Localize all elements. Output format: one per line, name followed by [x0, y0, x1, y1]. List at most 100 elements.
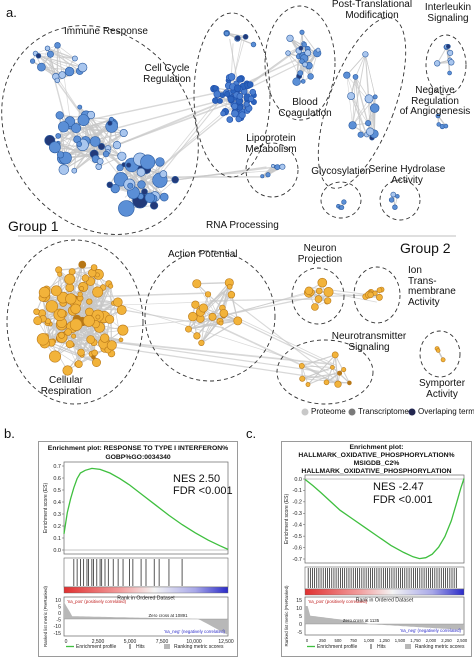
network-node — [81, 274, 90, 282]
label-glycosylation: Glycosylation — [311, 166, 371, 177]
network-edge — [221, 291, 335, 380]
network-node — [447, 70, 452, 76]
x-tick-label: 5,000 — [124, 639, 137, 645]
es-tick-label: 0.7 — [53, 464, 61, 470]
label-ptm: Post-Translational Modification — [331, 0, 413, 21]
es-plot-frame — [63, 461, 229, 555]
network-edge — [73, 329, 123, 337]
panel-b-letter: b. — [4, 426, 15, 441]
legend-entry: Hits — [136, 644, 145, 650]
ranking-metric-area — [64, 602, 228, 635]
network-node — [307, 73, 314, 80]
network-node — [323, 379, 330, 386]
network-edge — [42, 278, 71, 320]
network-node — [77, 114, 90, 126]
network-node — [233, 84, 242, 92]
network-node — [226, 283, 233, 290]
network-edge — [47, 320, 94, 358]
network-node — [58, 331, 65, 339]
network-node — [50, 285, 62, 297]
network-node — [364, 94, 374, 104]
label-rna-processing: RNA Processing — [206, 220, 279, 231]
metric-tick-label: 5 — [58, 604, 61, 610]
network-node — [434, 60, 441, 67]
network-node — [297, 70, 304, 76]
network-node — [300, 79, 306, 84]
network-node — [71, 167, 78, 174]
legend-entry: Ranking metric scores — [174, 644, 224, 650]
network-node — [56, 151, 65, 159]
network-node — [302, 61, 308, 68]
network-node — [191, 300, 200, 309]
zero-cross-label: Zero cross at 10891 — [148, 613, 188, 618]
network-edge — [57, 45, 70, 72]
x-axis-label: Rank in Ordered Dataset — [356, 598, 414, 604]
network-node — [90, 264, 98, 271]
network-edge — [85, 115, 121, 157]
label-cell-cycle: Cell Cycle Regulation — [143, 63, 191, 85]
network-edge — [96, 297, 329, 372]
network-node — [219, 308, 229, 318]
network-node — [330, 365, 335, 370]
positive-correlated-label: 'na_pos' (positively correlated) — [67, 599, 127, 604]
network-edge — [365, 54, 376, 97]
network-node — [339, 205, 345, 210]
network-node — [57, 121, 70, 133]
network-edge — [57, 45, 63, 76]
network-edge — [229, 36, 246, 91]
es-tick-label: 0.0 — [53, 548, 61, 554]
network-node — [348, 121, 357, 130]
network-node — [435, 113, 441, 119]
network-edge — [224, 311, 337, 366]
network-node — [388, 197, 395, 203]
network-edge — [365, 54, 371, 132]
network-node — [315, 287, 323, 295]
network-node — [118, 337, 124, 343]
metric-tick-label: -5 — [56, 618, 61, 624]
network-edge — [287, 52, 311, 77]
x-tick-label: 1,000 — [364, 638, 375, 643]
network-node — [48, 350, 61, 363]
es-tick-label: -0.1 — [293, 488, 302, 494]
network-node — [137, 180, 146, 189]
network-edge — [302, 372, 340, 380]
metric-tick-label: 10 — [55, 598, 61, 604]
x-axis-label: Rank in Ordered Dataset — [117, 596, 175, 602]
network-node — [55, 111, 64, 120]
network-node — [324, 297, 332, 305]
network-node — [292, 77, 301, 86]
network-node — [70, 303, 81, 314]
network-node — [317, 277, 328, 288]
x-tick-label: 12,500 — [218, 639, 234, 645]
metric-tick-label: -5 — [297, 630, 302, 636]
network-node — [117, 151, 127, 161]
positive-correlated-label: 'na_pos' (positively correlated) — [308, 599, 368, 604]
network-node — [100, 333, 110, 343]
network-node — [299, 375, 306, 382]
network-node — [375, 293, 383, 301]
network-node — [337, 370, 343, 376]
network-edge — [44, 343, 78, 365]
es-tick-label: 0.6 — [53, 476, 61, 482]
network-node — [362, 51, 369, 58]
network-node — [38, 286, 51, 299]
legend-proteome-swatch — [301, 408, 309, 416]
x-tick-label: 7,500 — [156, 639, 169, 645]
network-node — [243, 101, 250, 108]
x-tick-label: 500 — [335, 638, 343, 643]
network-edge — [59, 300, 229, 308]
network-node — [86, 335, 95, 344]
es-tick-label: 0.2 — [53, 524, 61, 530]
network-node — [57, 308, 67, 318]
legend-metric-swatch — [164, 644, 170, 649]
legend-entry: Enrichment profile — [76, 644, 117, 650]
network-node — [238, 111, 246, 119]
network-node — [249, 88, 257, 96]
gsea-plot-b: 0.7 0.6 0.5 0.4 0.3 0.2 0.1 0.0 Enrichment score… — [43, 461, 234, 650]
network-node — [436, 348, 441, 353]
network-node — [315, 47, 321, 53]
boundary-glyco — [320, 181, 362, 219]
es-tick-label: -0.4 — [293, 523, 302, 529]
network-edge — [49, 60, 68, 128]
